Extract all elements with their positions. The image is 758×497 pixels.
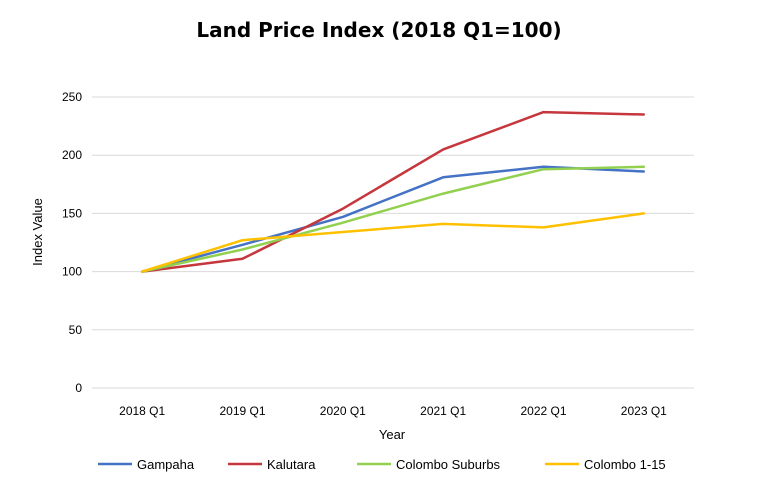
- y-tick-label: 200: [62, 148, 82, 162]
- x-tick-label: 2019 Q1: [219, 404, 265, 418]
- legend: Gampaha Kalutara Colombo Suburbs Colombo 1-…: [98, 457, 666, 472]
- grid-lines: [92, 96, 694, 389]
- series-line-kalutara: [140, 110, 646, 273]
- x-tick-label: 2022 Q1: [520, 404, 566, 418]
- series-line-colombo-suburbs: [140, 165, 646, 273]
- legend-label: Colombo 1-15: [584, 457, 666, 472]
- y-tick-label: 50: [69, 323, 83, 337]
- y-axis-title: Index Value: [30, 198, 45, 266]
- legend-label: Kalutara: [267, 457, 316, 472]
- legend-label: Gampaha: [137, 457, 195, 472]
- x-tick-label: 2020 Q1: [320, 404, 366, 418]
- y-tick-label: 250: [62, 90, 82, 104]
- series-line-colombo-1-15: [140, 212, 646, 273]
- y-tick-label: 0: [75, 381, 82, 395]
- y-tick-label: 150: [62, 206, 82, 220]
- series-lines: [140, 110, 646, 273]
- x-axis-ticks: 2018 Q1 2019 Q1 2020 Q1 2021 Q1 2022 Q1 2023 …: [119, 404, 667, 418]
- legend-label: Colombo Suburbs: [396, 457, 501, 472]
- x-tick-label: 2021 Q1: [420, 404, 466, 418]
- y-tick-label: 100: [62, 265, 82, 279]
- x-axis-title: Year: [379, 427, 406, 442]
- x-tick-label: 2023 Q1: [621, 404, 667, 418]
- x-tick-label: 2018 Q1: [119, 404, 165, 418]
- y-axis-ticks: 0 50 100 150 200 250: [62, 90, 82, 395]
- chart-title: Land Price Index (2018 Q1=100): [196, 18, 562, 42]
